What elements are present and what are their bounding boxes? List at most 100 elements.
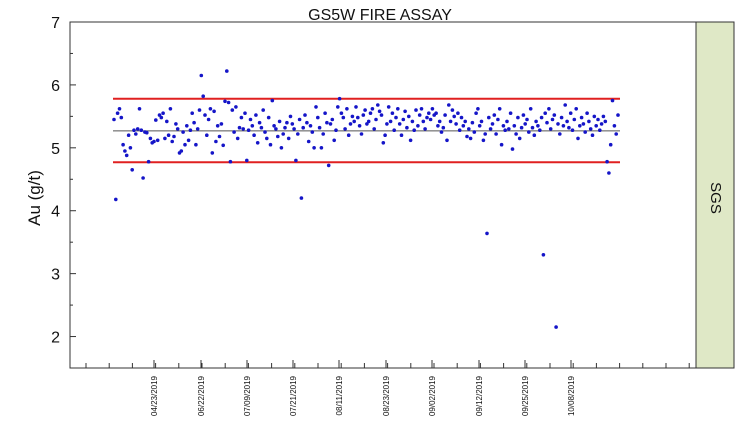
data-point [250, 124, 255, 128]
data-point [130, 168, 134, 172]
data-point [439, 130, 444, 134]
data-point [146, 159, 151, 164]
data-point [192, 120, 196, 125]
data-point [508, 111, 513, 115]
data-point [294, 158, 298, 163]
data-point [570, 128, 575, 132]
data-point [252, 133, 256, 137]
data-point [488, 127, 493, 131]
data-point [456, 111, 460, 115]
data-point [137, 107, 142, 111]
x-tick-label: 06/22/2019 [197, 375, 206, 416]
data-point [574, 107, 578, 111]
data-point [588, 127, 593, 131]
data-point [232, 130, 236, 134]
data-point [183, 142, 187, 147]
data-point [134, 132, 138, 136]
data-point [585, 111, 589, 115]
side-panel [695, 21, 735, 369]
data-point [292, 127, 296, 131]
data-point [463, 119, 468, 124]
data-point [356, 115, 360, 120]
data-point [416, 124, 420, 128]
data-point [594, 124, 598, 128]
data-point [477, 124, 482, 128]
data-point [281, 132, 286, 136]
data-point [279, 146, 284, 150]
data-point [181, 130, 185, 134]
data-point [234, 105, 238, 109]
data-point [516, 115, 520, 120]
data-point [115, 111, 120, 115]
data-point [457, 128, 462, 132]
data-point [399, 133, 404, 137]
data-point [148, 136, 153, 141]
data-point [385, 122, 389, 126]
data-point [114, 197, 118, 202]
data-point [157, 113, 162, 117]
data-point [172, 134, 176, 139]
data-point [467, 127, 471, 131]
data-point [135, 127, 140, 131]
data-point [323, 111, 327, 115]
data-point [608, 142, 613, 147]
data-point [174, 122, 178, 126]
data-point [543, 111, 547, 115]
data-point [225, 69, 229, 73]
data-point [308, 124, 313, 128]
data-point [547, 107, 551, 111]
reference-lines [113, 97, 620, 164]
data-point [290, 122, 295, 126]
data-point [194, 142, 198, 147]
data-point [448, 119, 453, 124]
data-point [350, 114, 355, 119]
data-point [206, 117, 211, 122]
data-point [154, 118, 158, 122]
data-point [303, 113, 307, 117]
data-point [286, 136, 291, 141]
data-point [447, 103, 451, 107]
data-point [228, 159, 233, 164]
data-point [155, 138, 160, 143]
data-point [175, 127, 180, 131]
plot-area [69, 21, 697, 369]
data-point [470, 120, 475, 125]
data-point [499, 142, 504, 147]
data-point [530, 125, 535, 130]
data-point [510, 147, 515, 151]
data-point [354, 105, 358, 109]
data-point [223, 99, 227, 104]
data-point [403, 109, 407, 114]
side-panel-label: SGS [707, 182, 724, 214]
data-point [407, 114, 411, 119]
data-point [226, 100, 231, 105]
data-point [532, 133, 537, 137]
data-point [490, 122, 495, 126]
data-point [297, 117, 302, 122]
data-point [235, 136, 240, 141]
data-point [263, 130, 267, 134]
data-point [237, 125, 242, 130]
data-point [161, 111, 165, 115]
data-point [616, 113, 620, 117]
data-point [579, 115, 584, 120]
x-tick-label: 09/12/2019 [475, 375, 484, 416]
data-point [366, 119, 371, 124]
data-point [330, 117, 335, 122]
data-point [368, 111, 373, 115]
data-point [554, 325, 558, 329]
data-point [215, 124, 220, 128]
data-point [419, 107, 424, 111]
data-point [259, 125, 264, 130]
data-point [199, 73, 204, 78]
data-point [548, 127, 553, 131]
data-point [381, 141, 386, 145]
data-point [270, 98, 275, 103]
data-point [266, 115, 271, 120]
data-point [168, 107, 173, 111]
data-point [372, 127, 377, 131]
data-point [558, 132, 562, 136]
data-point [556, 122, 560, 126]
data-point [363, 108, 367, 112]
data-point [539, 115, 544, 120]
